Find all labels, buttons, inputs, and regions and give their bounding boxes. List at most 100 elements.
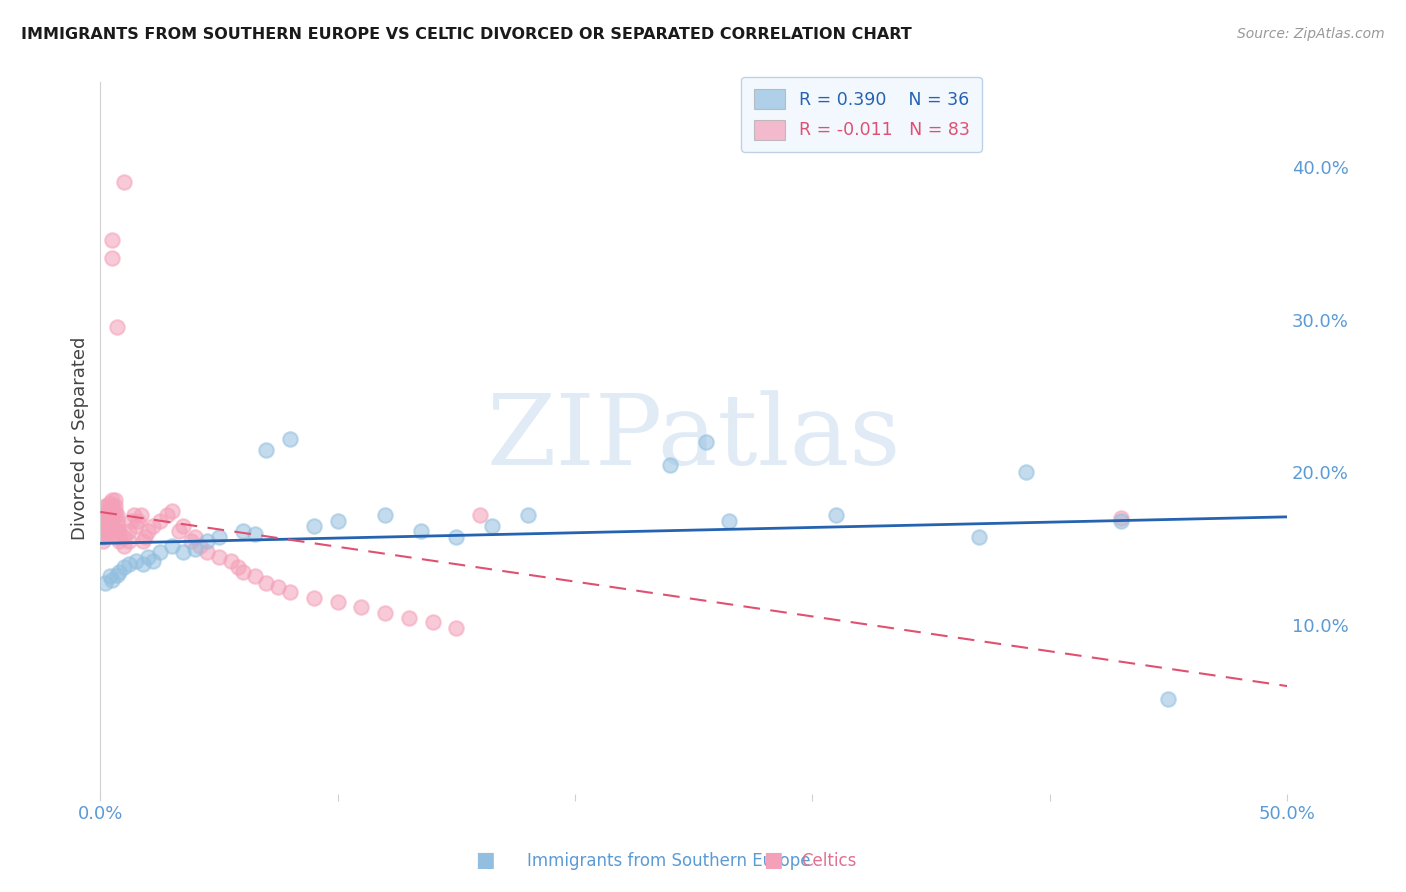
Point (226, 560, 249, 574)
Text: Source: ZipAtlas.com: Source: ZipAtlas.com (1237, 27, 1385, 41)
Point (91, 534, 114, 549)
Point (825, 508, 848, 523)
Point (98, 504, 121, 518)
Point (108, 565, 131, 579)
Point (278, 432, 301, 446)
Point (104, 499, 127, 513)
Point (267, 580, 290, 594)
Point (108, 524, 131, 538)
Point (326, 595, 349, 609)
Point (104, 508, 127, 523)
Point (160, 539, 183, 553)
Point (112, 539, 135, 553)
Legend: R = 0.390    N = 36, R = -0.011   N = 83: R = 0.390 N = 36, R = -0.011 N = 83 (741, 77, 981, 152)
Point (659, 458, 682, 472)
Point (149, 515, 172, 529)
Point (108, 534, 131, 549)
Point (136, 549, 159, 564)
Text: IMMIGRANTS FROM SOUTHERN EUROPE VS CELTIC DIVORCED OR SEPARATED CORRELATION CHAR: IMMIGRANTS FROM SOUTHERN EUROPE VS CELTI… (21, 27, 912, 42)
Point (96, 524, 118, 538)
Point (118, 534, 141, 549)
Point (278, 584, 301, 599)
Point (232, 524, 254, 538)
Point (374, 606, 396, 620)
Point (98, 508, 121, 523)
Point (96, 515, 118, 529)
Point (446, 530, 468, 544)
Point (120, 515, 142, 529)
Point (967, 530, 990, 544)
Point (208, 530, 231, 544)
Point (156, 508, 179, 523)
Point (101, 252, 124, 266)
Point (184, 541, 207, 556)
Point (516, 508, 538, 523)
Point (302, 591, 325, 605)
Point (112, 530, 135, 544)
Point (91, 524, 114, 538)
Point (105, 320, 128, 334)
Point (118, 524, 141, 538)
Text: ■: ■ (475, 850, 495, 870)
Point (96, 499, 118, 513)
Point (256, 575, 278, 590)
Point (134, 530, 156, 544)
Point (112, 175, 135, 189)
Point (101, 508, 124, 523)
Y-axis label: Divorced or Separated: Divorced or Separated (72, 336, 89, 540)
Point (94, 515, 117, 529)
Point (104, 504, 127, 518)
Point (101, 515, 124, 529)
Point (468, 508, 491, 523)
Point (89, 519, 111, 533)
Point (326, 515, 349, 529)
Point (132, 558, 155, 572)
Point (167, 524, 190, 538)
Point (172, 545, 194, 559)
Point (136, 524, 159, 538)
Point (422, 615, 444, 630)
Point (243, 569, 266, 583)
Point (398, 611, 420, 625)
Point (94, 508, 117, 523)
Point (142, 519, 165, 533)
Point (195, 545, 218, 559)
Point (96, 508, 118, 523)
Point (219, 554, 242, 568)
Point (481, 519, 503, 533)
Point (127, 515, 149, 529)
Point (446, 622, 468, 636)
Point (188, 539, 211, 553)
Point (101, 499, 124, 513)
Point (98, 569, 121, 583)
Point (125, 554, 148, 568)
Point (105, 524, 128, 538)
Point (105, 515, 128, 529)
Point (132, 534, 155, 549)
Point (105, 530, 128, 544)
Point (350, 600, 373, 615)
Point (96, 519, 118, 533)
Point (172, 519, 194, 533)
Point (1157, 691, 1180, 706)
Point (129, 508, 152, 523)
Point (94, 499, 117, 513)
Point (195, 534, 218, 549)
Point (101, 493, 124, 508)
Point (232, 565, 254, 579)
Point (1109, 511, 1132, 525)
Point (105, 508, 128, 523)
Point (256, 442, 278, 457)
Text: Celtics: Celtics (801, 852, 856, 870)
Point (91, 515, 114, 529)
Point (1109, 515, 1132, 529)
Point (122, 508, 145, 523)
Point (94, 504, 117, 518)
Point (101, 504, 124, 518)
Point (374, 508, 396, 523)
Point (208, 549, 231, 564)
Point (91, 508, 114, 523)
Point (101, 233, 124, 247)
Point (94, 575, 117, 590)
Point (302, 519, 325, 533)
